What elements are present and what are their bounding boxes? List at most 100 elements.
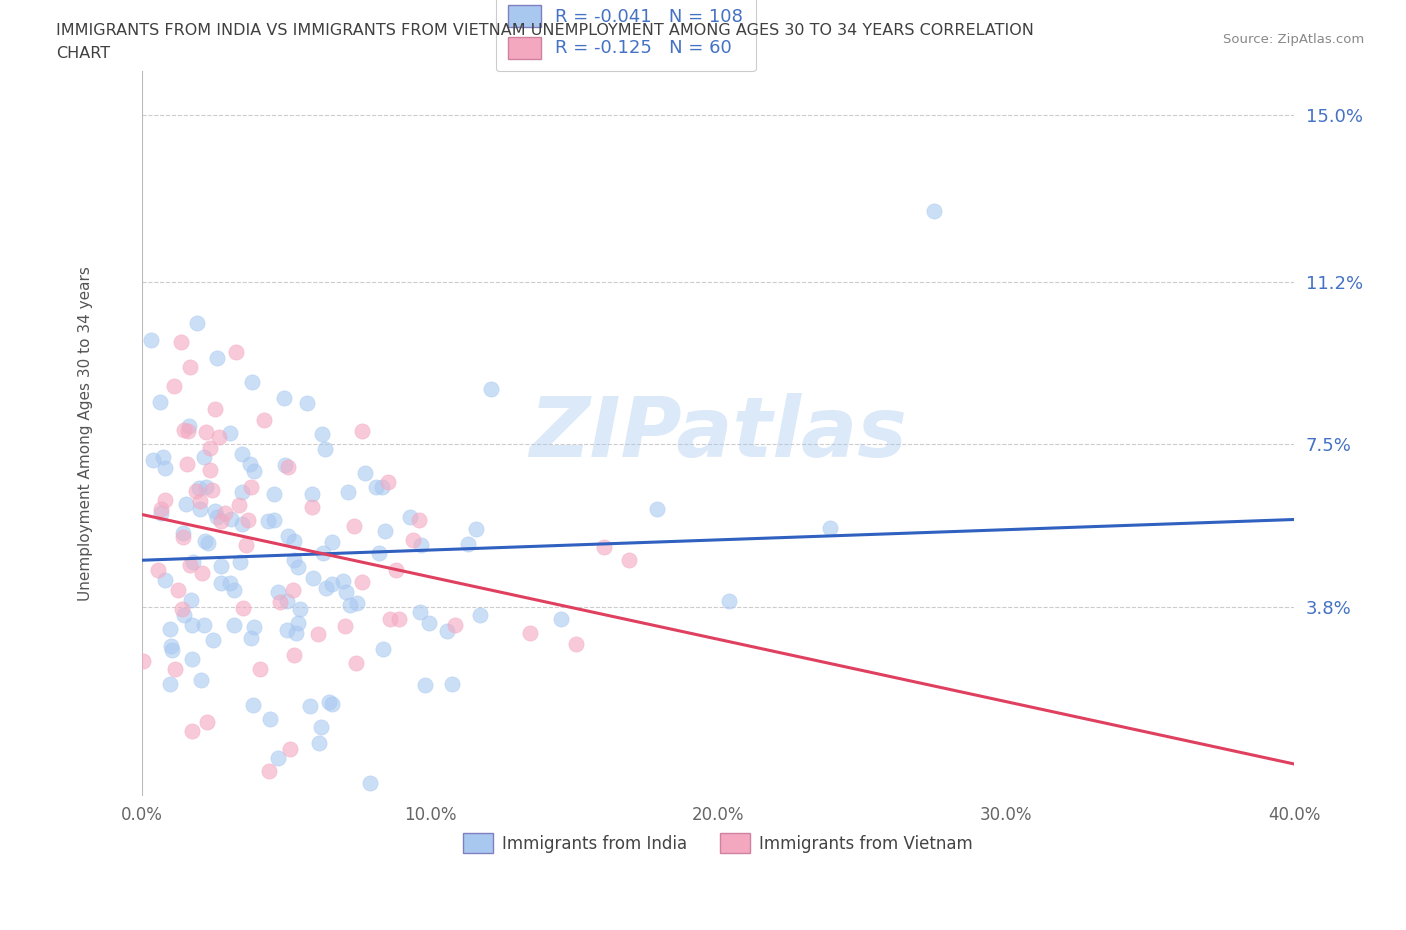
Point (378, 611, 401, 626)
Point (281, 583, 304, 598)
Text: IMMIGRANTS FROM INDIA VS IMMIGRANTS FROM VIETNAM UNEMPLOYMENT AMONG AGES 30 TO 3: IMMIGRANTS FROM INDIA VS IMMIGRANTS FROM… (56, 23, 1035, 38)
Point (187, 481, 209, 496)
Point (301, 499, 323, 514)
Point (163, 379, 186, 393)
Point (207, 510, 229, 525)
Point (280, 742, 302, 757)
Point (180, 652, 202, 667)
Point (146, 562, 169, 577)
Point (238, 457, 260, 472)
Point (191, 565, 214, 580)
Point (276, 593, 298, 608)
Point (259, 711, 281, 726)
Point (344, 656, 367, 671)
Point (367, 546, 389, 561)
Point (225, 345, 247, 360)
Point (249, 661, 271, 676)
Point (238, 512, 260, 527)
Point (198, 463, 221, 478)
Point (302, 570, 325, 585)
Point (335, 618, 357, 633)
Point (339, 597, 361, 612)
Point (228, 498, 250, 512)
Point (388, 612, 411, 627)
Point (332, 574, 354, 589)
Point (297, 395, 319, 410)
Point (457, 537, 479, 551)
Point (160, 643, 183, 658)
Point (163, 661, 186, 676)
Point (190, 672, 212, 687)
Point (239, 480, 262, 495)
Point (315, 581, 337, 596)
Point (267, 585, 290, 600)
Point (645, 502, 668, 517)
Point (377, 474, 399, 489)
Point (441, 677, 464, 692)
Point (201, 483, 224, 498)
Point (321, 535, 343, 550)
Point (257, 513, 280, 528)
Point (321, 577, 343, 591)
Text: Source: ZipAtlas.com: Source: ZipAtlas.com (1223, 33, 1364, 46)
Point (170, 602, 193, 617)
Point (922, 204, 945, 219)
Point (565, 636, 588, 651)
Point (166, 582, 188, 597)
Point (717, 593, 740, 608)
Point (142, 453, 165, 468)
Point (350, 575, 373, 590)
Point (479, 381, 502, 396)
Point (242, 464, 264, 479)
Point (308, 736, 330, 751)
Point (153, 493, 176, 508)
Point (209, 576, 232, 591)
Point (197, 536, 219, 551)
Point (219, 512, 242, 526)
Point (312, 545, 335, 560)
Point (617, 552, 640, 567)
Point (231, 446, 253, 461)
Point (818, 521, 841, 536)
Point (321, 697, 343, 711)
Point (231, 516, 253, 531)
Point (176, 457, 198, 472)
Point (219, 576, 242, 591)
Point (283, 647, 305, 662)
Point (242, 619, 264, 634)
Point (159, 621, 181, 636)
Point (263, 512, 285, 527)
Point (176, 424, 198, 439)
Point (184, 484, 207, 498)
Point (470, 607, 492, 622)
Point (276, 459, 298, 474)
Point (354, 466, 377, 481)
Point (350, 423, 373, 438)
Point (173, 608, 195, 623)
Point (149, 501, 172, 516)
Point (224, 583, 246, 598)
Point (402, 533, 425, 548)
Point (276, 622, 298, 637)
Point (231, 485, 253, 499)
Point (229, 554, 252, 569)
Point (287, 615, 309, 630)
Point (409, 538, 432, 552)
Point (314, 442, 336, 457)
Point (176, 497, 198, 512)
Point (190, 493, 212, 508)
Point (318, 695, 340, 710)
Point (346, 596, 368, 611)
Point (180, 592, 202, 607)
Point (181, 618, 204, 632)
Point (267, 751, 290, 766)
Point (285, 626, 308, 641)
Point (287, 559, 309, 574)
Point (283, 553, 305, 568)
Point (301, 486, 323, 501)
Point (519, 625, 541, 640)
Point (181, 554, 204, 569)
Point (550, 611, 572, 626)
Point (224, 618, 246, 633)
Point (308, 626, 330, 641)
